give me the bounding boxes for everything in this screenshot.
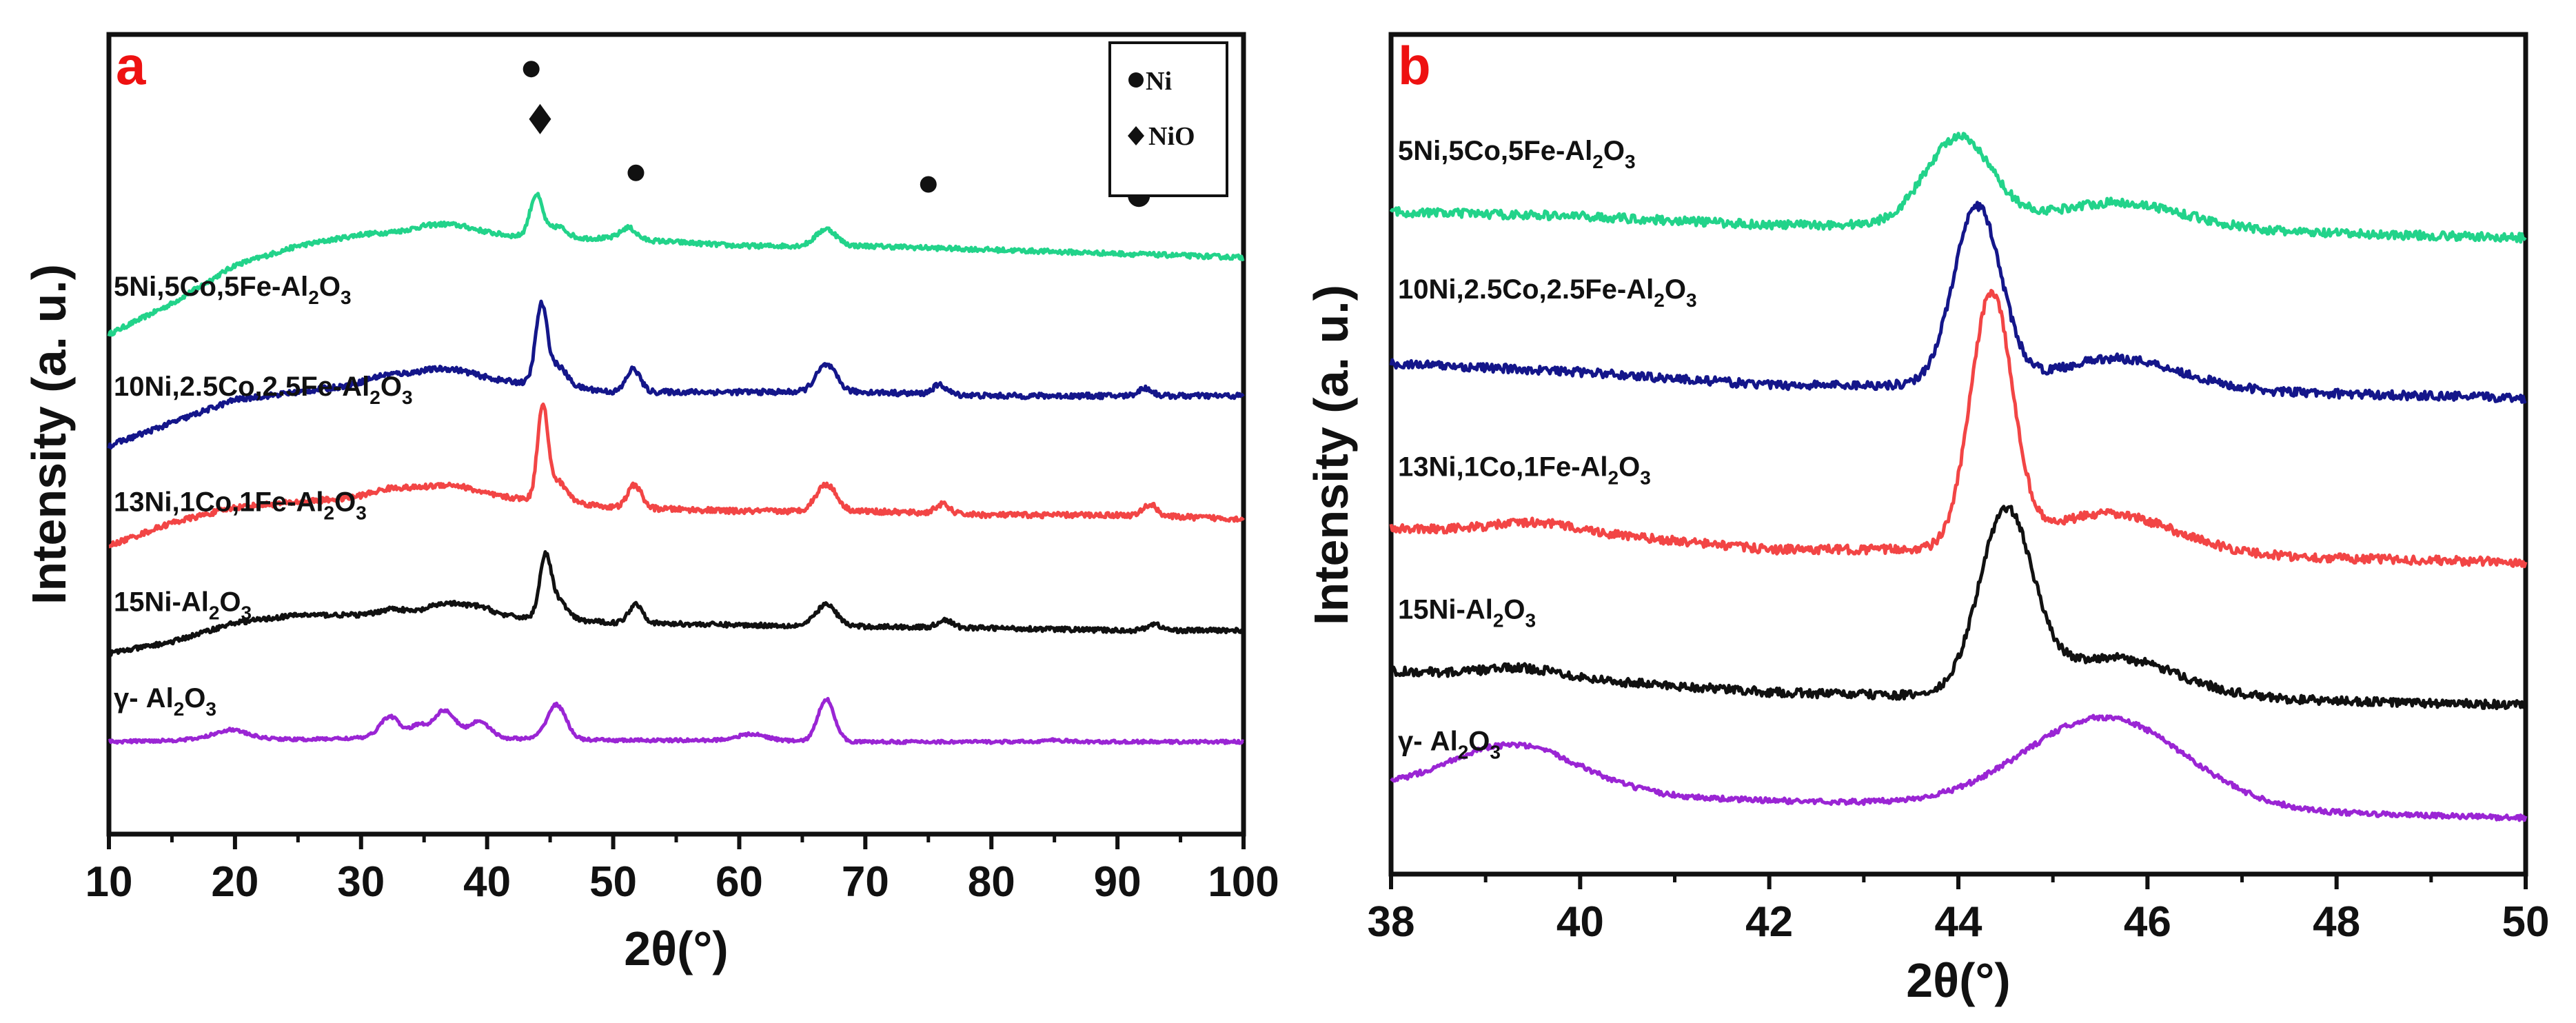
nio-marker-1 xyxy=(529,103,551,134)
x-tick-label-2: 30 xyxy=(337,858,385,906)
x-tick-label-5: 48 xyxy=(2313,898,2360,946)
series-line-5 xyxy=(108,696,1244,745)
x-tick-label-8: 90 xyxy=(1094,858,1142,906)
ni-marker-2 xyxy=(627,164,645,181)
x-axis-title-b: 2θ(°) xyxy=(1906,953,2010,1007)
x-axis-title-a: 2θ(°) xyxy=(624,922,728,975)
series-line-2 xyxy=(107,299,1245,449)
x-tick-label-1: 20 xyxy=(211,858,258,906)
x-tick-label-9: 100 xyxy=(1208,858,1279,906)
x-tick-label-3: 44 xyxy=(1935,898,1982,946)
peak-markers-a xyxy=(523,61,1150,207)
curves-a xyxy=(107,192,1245,745)
series-labels-b: 5Ni,5Co,5Fe-Al2O3 10Ni,2.5Co,2.5Fe-Al2O3 1… xyxy=(1398,136,1697,762)
series-label-4: 15Ni-Al2O3 xyxy=(1398,595,1536,631)
y-axis-title-a: Intensity (a. u.) xyxy=(22,264,76,605)
legend-a: Ni NiO xyxy=(1108,41,1228,197)
legend-nio-label: NiO xyxy=(1148,122,1195,151)
x-tick-label-0: 38 xyxy=(1368,898,1415,946)
series-label-3: 13Ni,1Co,1Fe-Al2O3 xyxy=(114,487,367,524)
x-tick-label-4: 50 xyxy=(589,858,637,906)
series-label-5: γ- Al2O3 xyxy=(1398,726,1501,762)
series-line-4 xyxy=(1389,505,2527,711)
panel-b: b 5Ni,5Co,5Fe-Al2O3 10Ni,2.5Co,2.5Fe-Al2O… xyxy=(1304,32,2550,1007)
series-label-2: 10Ni,2.5Co,2.5Fe-Al2O3 xyxy=(114,372,413,408)
series-label-3: 13Ni,1Co,1Fe-Al2O3 xyxy=(1398,452,1651,488)
panel-a: a 5Ni,5Co,5Fe-Al2O3 10Ni,2.5Co,2.5Fe-Al2O… xyxy=(22,32,1279,975)
series-label-5: γ- Al2O3 xyxy=(114,683,216,720)
ni-marker-0 xyxy=(523,61,540,78)
ni-marker-3 xyxy=(920,176,937,193)
panel-letter-a: a xyxy=(116,35,146,96)
legend-box xyxy=(1108,41,1228,197)
y-axis-title-b: Intensity (a. u.) xyxy=(1304,285,1358,625)
x-tick-label-1: 40 xyxy=(1556,898,1604,946)
x-tick-label-0: 10 xyxy=(85,858,133,906)
series-line-5 xyxy=(1390,713,2528,822)
series-line-1 xyxy=(1389,132,2527,244)
x-tick-label-6: 50 xyxy=(2502,898,2550,946)
series-label-1: 5Ni,5Co,5Fe-Al2O3 xyxy=(114,272,352,308)
x-tick-label-5: 60 xyxy=(716,858,763,906)
panel-letter-b: b xyxy=(1398,35,1431,96)
x-ticks-a: 10 20 30 40 50 60 70 80 90 100 xyxy=(85,834,1279,906)
series-label-2: 10Ni,2.5Co,2.5Fe-Al2O3 xyxy=(1398,274,1697,311)
legend-ni-label: Ni xyxy=(1146,67,1172,96)
curves-b xyxy=(1389,132,2528,822)
series-line-3 xyxy=(108,402,1245,549)
series-label-1: 5Ni,5Co,5Fe-Al2O3 xyxy=(1398,136,1636,172)
series-label-4: 15Ni-Al2O3 xyxy=(114,587,252,624)
x-tick-label-6: 70 xyxy=(842,858,889,906)
series-line-2 xyxy=(1389,201,2527,404)
series-line-3 xyxy=(1389,289,2528,569)
x-tick-label-7: 80 xyxy=(968,858,1015,906)
x-tick-label-3: 40 xyxy=(463,858,511,906)
plot-frame-a xyxy=(106,32,1246,837)
x-ticks-b: 38 40 42 44 46 48 50 xyxy=(1368,874,2550,946)
series-labels-a: 5Ni,5Co,5Fe-Al2O3 10Ni,2.5Co,2.5Fe-Al2O3 1… xyxy=(114,272,413,720)
series-line-4 xyxy=(108,550,1244,657)
series-line-1 xyxy=(107,192,1245,337)
x-tick-label-4: 46 xyxy=(2124,898,2171,946)
x-tick-label-2: 42 xyxy=(1745,898,1793,946)
legend-nio-marker xyxy=(1128,126,1144,145)
legend-ni-marker xyxy=(1128,72,1144,88)
